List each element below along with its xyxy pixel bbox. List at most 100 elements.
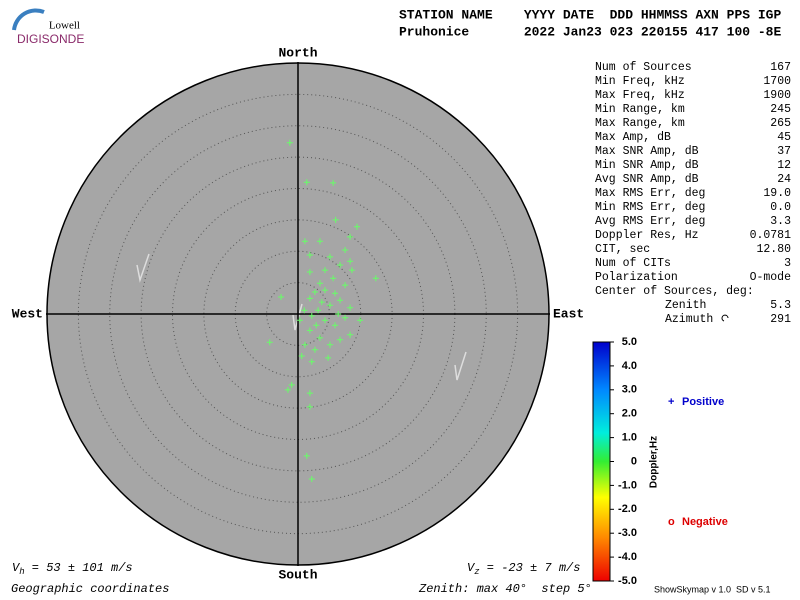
legend-positive: Positive (682, 396, 724, 408)
stat-label: Min Range, km (595, 103, 685, 116)
source-point (313, 322, 320, 329)
zenith-value: 5.3 (770, 299, 791, 312)
stat-value: 37 (777, 145, 791, 158)
source-point (327, 253, 334, 260)
stat-value: O-mode (750, 271, 792, 284)
vz: Vz = -23 ± 7 m/s (467, 561, 580, 577)
source-point (316, 238, 323, 245)
faint-v (136, 253, 150, 283)
stat-label: Min SNR Amp, dB (595, 159, 699, 172)
header-line: Pruhonice 2022 Jan23 023 220155 417 100 … (399, 24, 781, 39)
colorbar-tick-label: -1.0 (618, 479, 637, 491)
source-point (311, 289, 318, 296)
compass-north: North (278, 45, 317, 60)
source-point (327, 341, 334, 348)
stat-label: Max Range, km (595, 117, 685, 130)
source-point (308, 358, 315, 365)
source-point (301, 341, 308, 348)
source-point (301, 307, 308, 314)
source-point (308, 312, 315, 319)
vh-sub: h (19, 567, 24, 577)
stats: Num of Sources 167 Min Freq, kHz 1700 Max Fr… (595, 61, 791, 326)
source-point (308, 476, 315, 483)
source-point (306, 403, 313, 410)
faint-v (292, 303, 303, 331)
legend-symbol: o (668, 516, 675, 528)
logo-swoosh (12, 8, 45, 31)
source-point (321, 317, 328, 324)
source-point (332, 290, 339, 297)
azimuth-value: 291 (770, 313, 791, 326)
stat-label: Max SNR Amp, dB (595, 145, 699, 158)
stat-value: 265 (770, 117, 791, 130)
azimuth-label: Azimuth (665, 313, 713, 326)
source-point (284, 386, 291, 393)
source-point (330, 275, 337, 282)
source-point (325, 354, 332, 361)
colorbar-tick-label: 2.0 (622, 408, 637, 420)
stat-value: 19.0 (763, 187, 791, 200)
source-point (306, 295, 313, 302)
colorbar-tick-label: 0 (631, 455, 637, 467)
source-point (316, 280, 323, 287)
source-point (306, 252, 313, 259)
source-point (306, 390, 313, 397)
colorbar-tick-label: 1.0 (622, 432, 637, 444)
source-point (357, 317, 364, 324)
stat-label: Avg RMS Err, deg (595, 215, 705, 228)
colorbar (592, 341, 611, 582)
source-point (342, 314, 349, 321)
source-point (353, 223, 360, 230)
source-point (306, 268, 313, 275)
source-point (288, 381, 295, 388)
header-line: STATION NAME YYYY DATE DDD HHMMSS AXN PP… (399, 7, 781, 22)
colorbar-tick-label: -4.0 (618, 551, 637, 563)
vh-text: = 53 ± 101 m/s (25, 561, 133, 575)
coords: Geographic coordinates (11, 582, 169, 596)
stat-value: 1700 (763, 75, 791, 88)
logo-top: Lowell (49, 20, 80, 32)
colorbar-tick-label: -5.0 (618, 575, 637, 587)
source-point (337, 336, 344, 343)
vh-symbol: V (12, 561, 21, 575)
source-point (306, 327, 313, 334)
source-point (372, 275, 379, 282)
colorbar-tick-label: 4.0 (622, 360, 637, 372)
legend-negative: Negative (682, 516, 728, 528)
source-point (348, 267, 355, 274)
colorbar-tick-label: -3.0 (618, 527, 637, 539)
source-point (347, 304, 354, 311)
stat-value: 3 (784, 257, 791, 270)
stat-label: Polarization (595, 271, 678, 284)
source-point (296, 317, 303, 324)
stat-label: Num of Sources (595, 61, 692, 74)
compass-east: East (553, 306, 584, 321)
source-point (342, 282, 349, 289)
source-point (315, 307, 322, 314)
compass-south: South (278, 567, 317, 582)
stat-value: 0.0781 (750, 229, 792, 242)
colorbar-tick-label: 3.0 (622, 384, 637, 396)
colorbar-label: Doppler,Hz (649, 436, 660, 488)
stat-value: 12.80 (756, 243, 791, 256)
stat-value: 245 (770, 103, 791, 116)
stat-value: 3.3 (770, 215, 791, 228)
legend-symbol: + (668, 396, 674, 408)
colorbar-tick-label: 5.0 (622, 336, 637, 348)
azimuth-icon (721, 314, 729, 322)
stat-label: Min RMS Err, deg (595, 201, 705, 214)
source-point (321, 267, 328, 274)
plot: North South West East (12, 45, 584, 582)
source-point (337, 262, 344, 269)
source-point (330, 179, 337, 186)
source-point (327, 302, 334, 309)
stat-value: 24 (777, 173, 791, 186)
stat-label: Max Freq, kHz (595, 89, 685, 102)
vz-text: = -23 ± 7 m/s (480, 561, 581, 575)
vz-symbol: V (467, 561, 476, 575)
source-point (332, 322, 339, 329)
source-point (301, 238, 308, 245)
source-point (347, 331, 354, 338)
compass-west: West (12, 306, 43, 321)
